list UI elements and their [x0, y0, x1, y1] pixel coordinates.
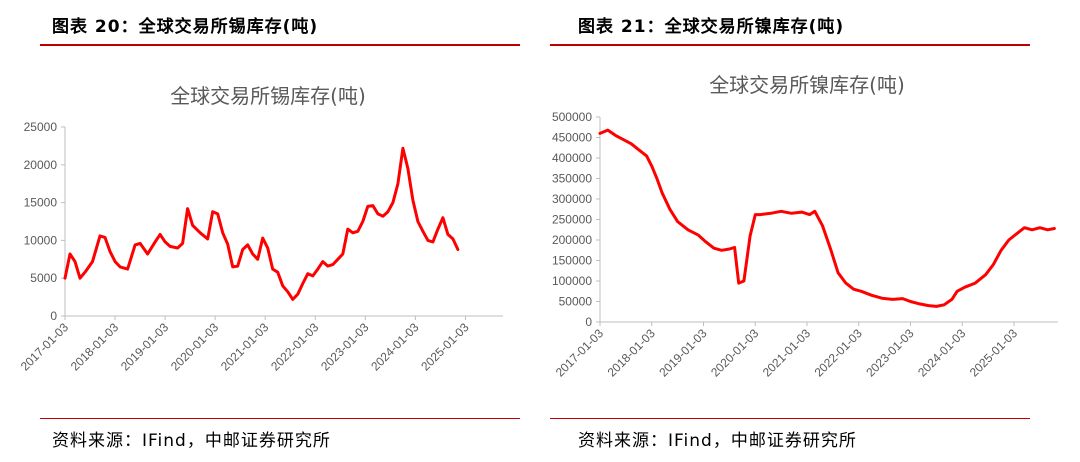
chart-title: 全球交易所锡库存(吨) — [170, 84, 366, 108]
tin-inventory-chart: 全球交易所锡库存(吨) 0 5000 10000 15000 20000 25000 2017… — [18, 84, 503, 374]
x-tick-label: 2023-01-03 — [863, 326, 917, 380]
x-tick-label: 2020-01-03 — [708, 326, 762, 380]
x-tick-label: 2018-01-03 — [605, 326, 659, 380]
y-tick-label: 25000 — [24, 120, 58, 134]
x-tick-label: 2022-01-03 — [268, 320, 322, 374]
x-tick-label: 2017-01-03 — [18, 320, 72, 374]
x-tick-label: 2024-01-03 — [368, 320, 422, 374]
y-tick-label: 150000 — [552, 254, 592, 268]
source-divider — [550, 418, 1030, 419]
x-tick-label: 2020-01-03 — [168, 320, 222, 374]
y-tick-label: 50000 — [559, 295, 593, 309]
y-tick-label: 100000 — [552, 274, 592, 288]
x-tick-label: 2018-01-03 — [68, 320, 122, 374]
source-divider — [40, 418, 520, 419]
y-tick-label: 15000 — [24, 196, 58, 210]
y-tick-label: 200000 — [552, 233, 592, 247]
x-tick-label: 2021-01-03 — [218, 320, 272, 374]
y-tick-label: 450000 — [552, 131, 592, 145]
source-note: 资料来源：IFind，中邮证券研究所 — [578, 431, 857, 451]
title-divider — [40, 44, 520, 46]
source-note: 资料来源：IFind，中邮证券研究所 — [52, 431, 331, 451]
y-tick-label: 0 — [585, 315, 592, 329]
x-tick-label: 2017-01-03 — [553, 326, 607, 380]
y-tick-label: 350000 — [552, 172, 592, 186]
x-tick-label: 2024-01-03 — [915, 326, 969, 380]
y-tick-label: 300000 — [552, 192, 592, 206]
y-tick-label: 500000 — [552, 110, 592, 124]
y-tick-label: 250000 — [552, 213, 592, 227]
figure-title: 图表 20：全球交易所锡库存(吨) — [52, 17, 319, 37]
x-tick-label: 2023-01-03 — [318, 320, 372, 374]
series-line — [598, 128, 1056, 308]
y-tick-label: 10000 — [24, 233, 58, 247]
figure-title: 图表 21：全球交易所镍库存(吨) — [578, 17, 845, 37]
y-tick-label: 20000 — [24, 158, 58, 172]
y-tick-label: 400000 — [552, 151, 592, 165]
series-line — [63, 146, 460, 301]
y-tick-label: 5000 — [30, 271, 57, 285]
x-tick-label: 2021-01-03 — [760, 326, 814, 380]
nickel-inventory-panel: 图表 21：全球交易所镍库存(吨) 全球交易所镍库存(吨) 0 50000 10000… — [550, 0, 1080, 462]
x-tick-label: 2022-01-03 — [812, 326, 866, 380]
chart-title: 全球交易所镍库存(吨) — [709, 73, 905, 97]
y-tick-label: 0 — [50, 309, 57, 323]
nickel-inventory-chart: 全球交易所镍库存(吨) 0 50000 100000 150000 200000 25000… — [552, 73, 1058, 380]
x-tick-label: 2019-01-03 — [118, 320, 172, 374]
tin-inventory-panel: 图表 20：全球交易所锡库存(吨) 全球交易所锡库存(吨) 0 5000 10000 1… — [0, 0, 530, 462]
x-tick-label: 2019-01-03 — [656, 326, 710, 380]
x-tick-label: 2025-01-03 — [418, 320, 472, 374]
title-divider — [550, 44, 1030, 46]
x-tick-label: 2025-01-03 — [967, 326, 1021, 380]
